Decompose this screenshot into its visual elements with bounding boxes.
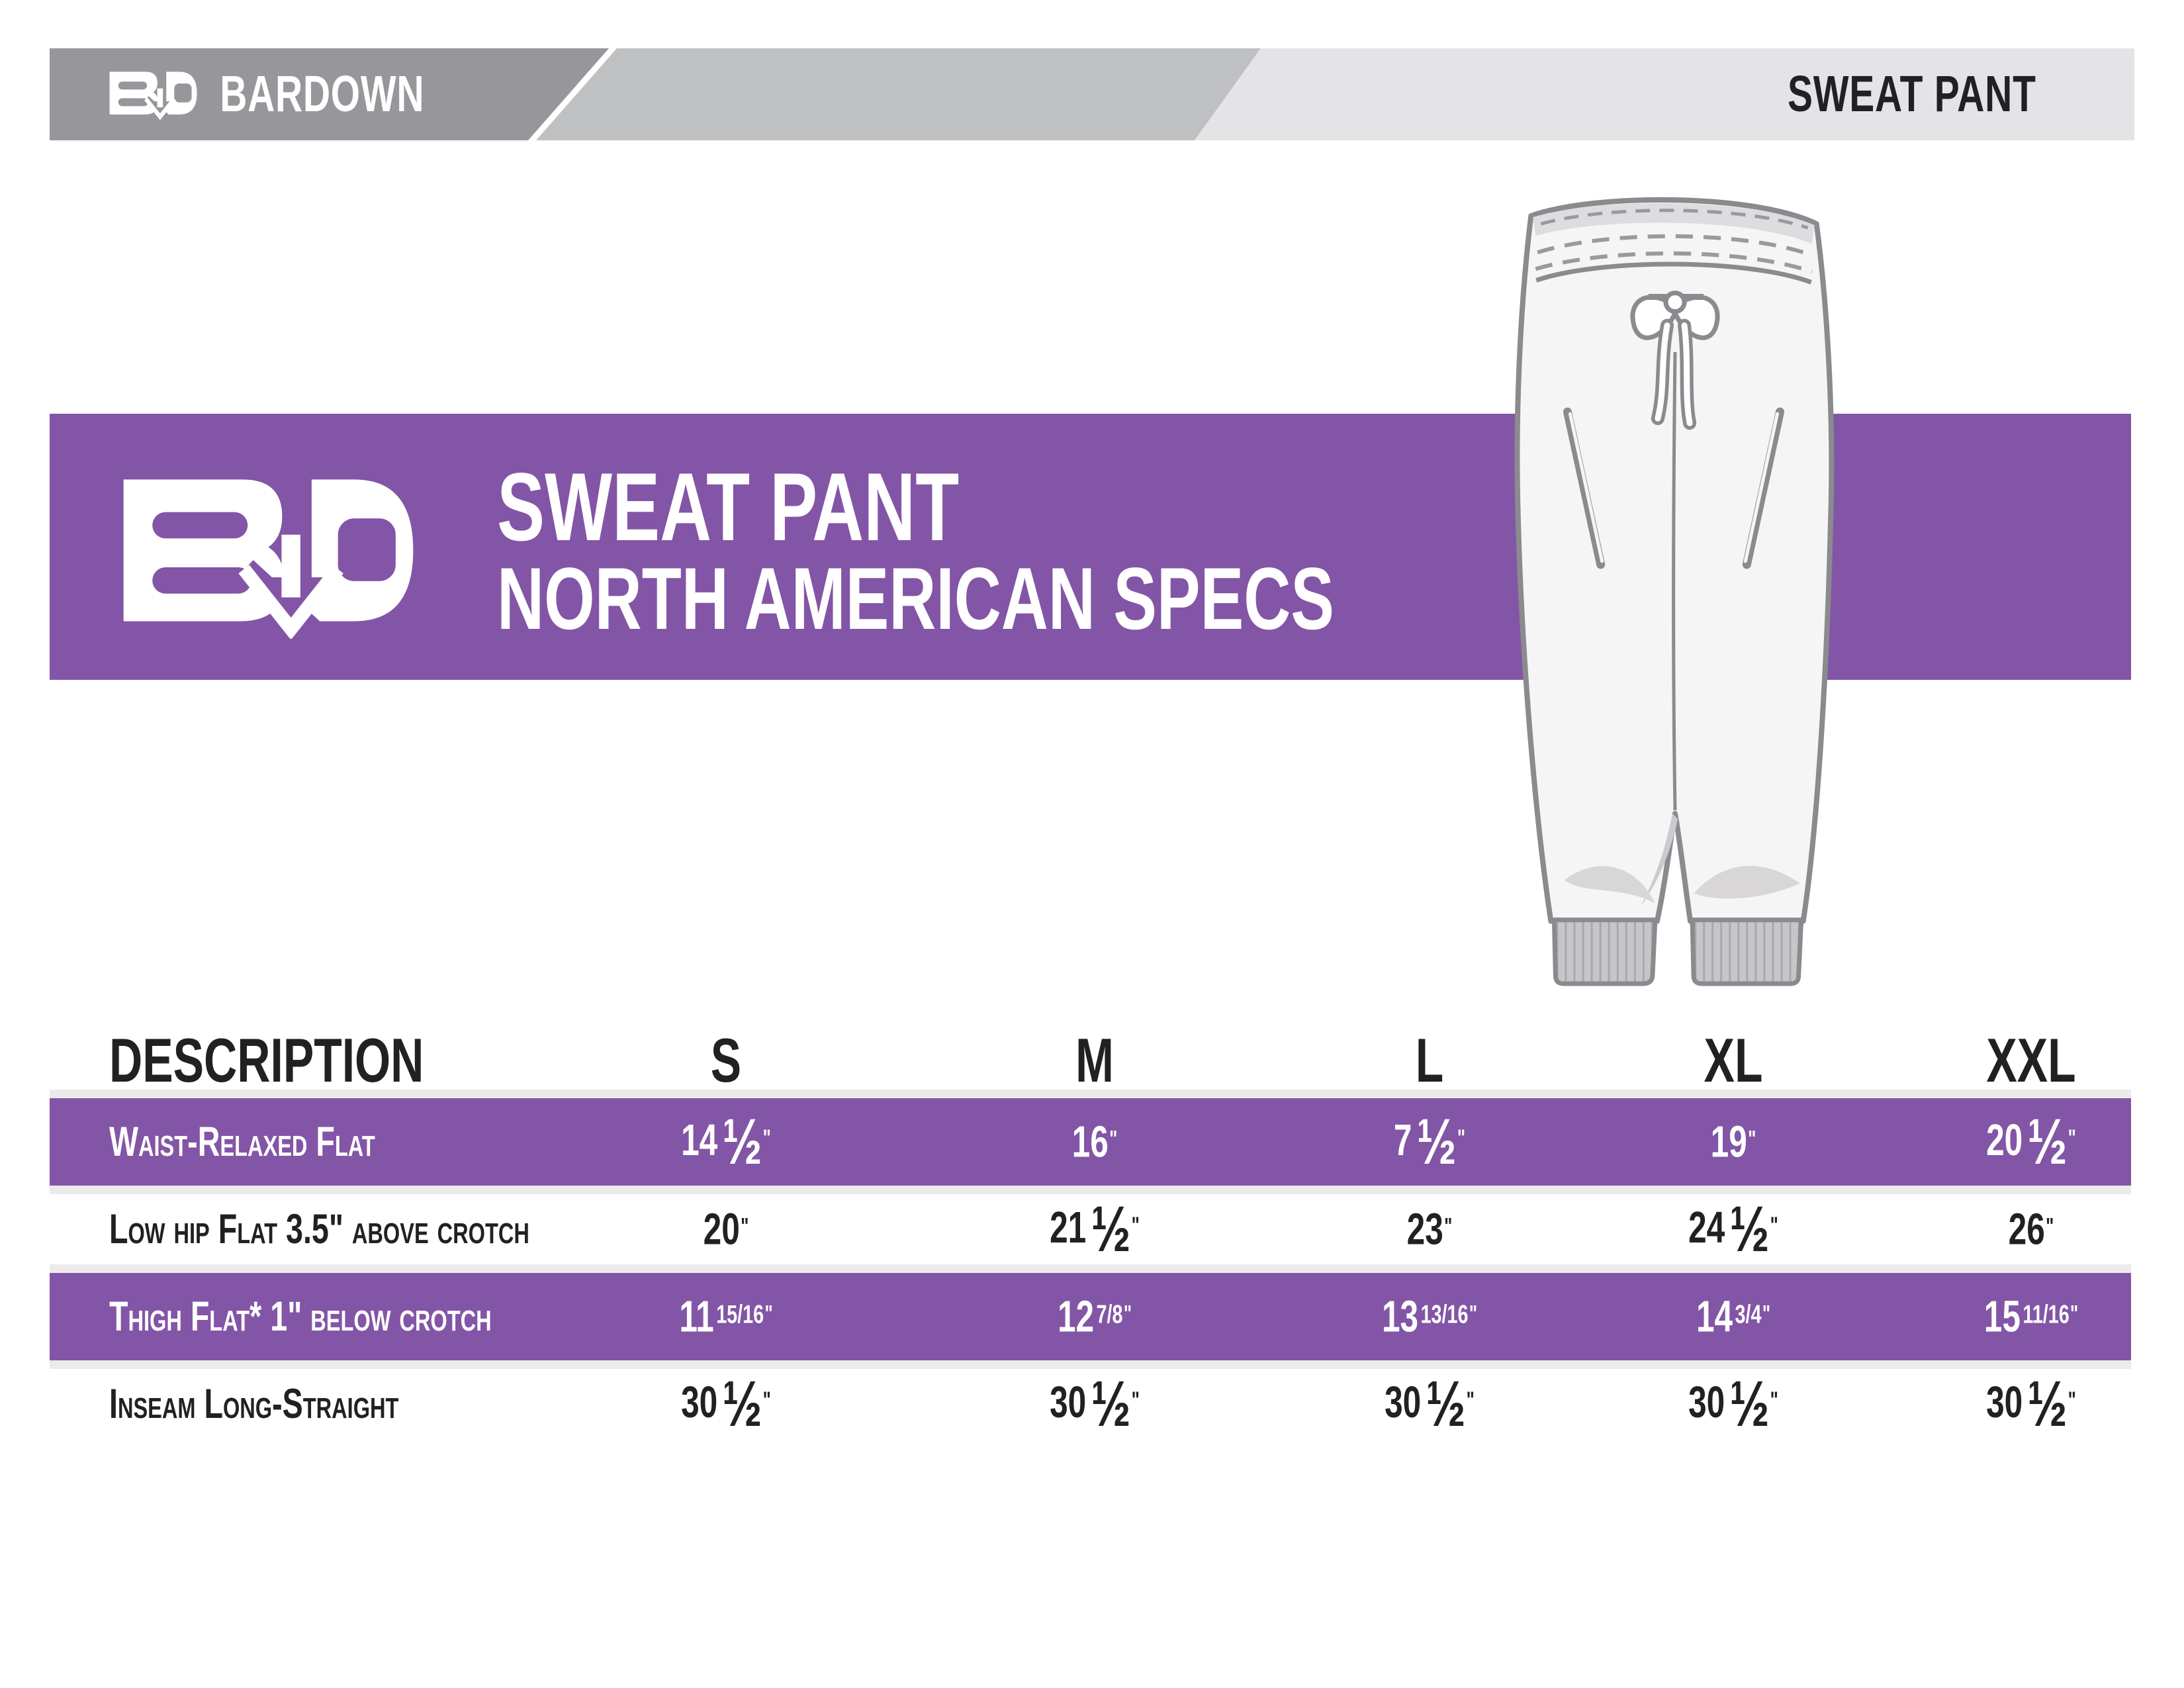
page-title: SWEAT PANT (497, 453, 960, 561)
column-header-s: S (710, 1025, 742, 1095)
row-label: Low hip Flat 3.5" above crotch (109, 1206, 529, 1252)
spec-row: Low hip Flat 3.5" above crotch 20" 21½" 23"… (50, 1186, 2131, 1273)
row-label: Inseam Long-Straight (109, 1381, 399, 1427)
spec-value: 127/8" (1057, 1291, 1132, 1342)
spec-value: 14½" (681, 1105, 772, 1178)
spec-value: 21½" (1049, 1193, 1140, 1265)
header-banner-middle (536, 48, 1261, 140)
spec-row: Inseam Long-Straight 30½" 30½" 30½" 30½" 30½" (50, 1360, 2131, 1448)
spec-value: 30½" (681, 1368, 772, 1440)
bd-logo-large-icon (123, 479, 414, 639)
spec-value: 26" (2008, 1204, 2054, 1254)
spec-value: 19" (1710, 1117, 1756, 1167)
spec-value: 30½" (1049, 1368, 1140, 1440)
spec-value: 143/4" (1696, 1291, 1771, 1342)
spec-value: 30½" (1986, 1368, 2076, 1440)
column-header-l: L (1415, 1025, 1444, 1095)
product-name: SWEAT PANT (1788, 66, 2037, 122)
row-label: Waist-Relaxed Flat (109, 1119, 375, 1165)
column-header-xxl: XXL (1986, 1025, 2076, 1095)
bd-logo-icon (107, 70, 207, 120)
spec-value: 23" (1406, 1204, 1453, 1254)
spec-row: Waist-Relaxed Flat 14½" 16" 7½" 19" 20½" (50, 1098, 2131, 1186)
spec-value: 1313/16" (1382, 1291, 1478, 1342)
row-label: Thigh Flat* 1" below crotch (109, 1293, 492, 1340)
spec-row: Thigh Flat* 1" below crotch 1115/16" 127/8… (50, 1273, 2131, 1360)
sweat-pant-illustration (1514, 197, 1835, 986)
spec-value: 20" (703, 1204, 749, 1254)
column-header-description: DESCRIPTION (109, 1025, 424, 1095)
spec-value: 30½" (1385, 1368, 1475, 1440)
spec-value: 20½" (1986, 1105, 2076, 1178)
spec-value: 16" (1071, 1117, 1118, 1167)
column-header-m: M (1075, 1025, 1114, 1095)
spec-value: 1115/16" (679, 1291, 773, 1342)
column-header-xl: XL (1704, 1025, 1763, 1095)
spec-value: 7½" (1394, 1105, 1466, 1178)
spec-value: 30½" (1688, 1368, 1779, 1440)
title-block: SWEAT PANT NORTH AMERICAN SPECS (497, 453, 1628, 648)
table-header-row: DESCRIPTION S M L XL XXL (50, 1023, 2131, 1098)
header-banner-left: BARDOWN (50, 48, 609, 140)
brand-name: BARDOWN (220, 66, 425, 122)
header-banner-right: SWEAT PANT (1195, 48, 2134, 140)
spec-value: 1511/16" (1983, 1291, 2079, 1342)
size-spec-table: DESCRIPTION S M L XL XXL Waist-Relaxed Flat 14½… (50, 1023, 2131, 1448)
spec-value: 24½" (1688, 1193, 1779, 1265)
page-subtitle: NORTH AMERICAN SPECS (497, 550, 1334, 648)
